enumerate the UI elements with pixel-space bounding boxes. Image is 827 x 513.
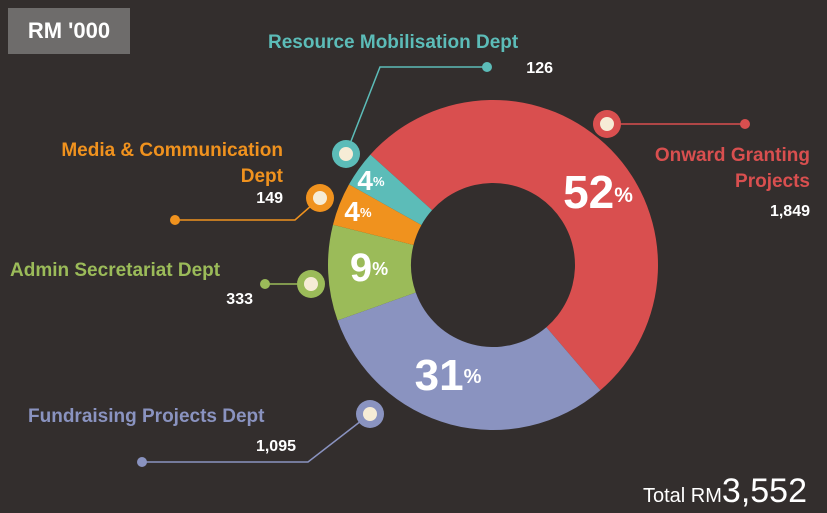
leader-dot (137, 457, 147, 467)
leader-line (142, 413, 371, 463)
donut-segment (332, 184, 422, 245)
leader-dot (170, 215, 180, 225)
value-label: 1,095 (255, 438, 296, 455)
donut-segment (327, 224, 416, 321)
percent-sign: % (464, 366, 482, 388)
leader-ring-center (313, 191, 327, 205)
donut-segment (349, 154, 433, 225)
percent-label: 4% (357, 165, 385, 196)
percent-number: 4 (344, 196, 360, 227)
percent-sign: % (360, 205, 372, 220)
leader-dot (482, 62, 492, 72)
category-label: Media & Communication Dept (61, 140, 283, 187)
subtitle: RM '000 (27, 18, 111, 43)
percent-number: 4 (357, 165, 373, 196)
percent-label: 9% (350, 246, 388, 290)
leader-line (175, 197, 321, 221)
percent-sign: % (372, 259, 388, 279)
value-label: 1,849 (769, 203, 810, 220)
percent-sign: % (373, 174, 385, 189)
percent-number: 52 (563, 166, 614, 218)
leader-ring-center (600, 117, 614, 131)
category-label: Admin Secretariat Dept (10, 260, 221, 281)
leader-ring-center (339, 147, 353, 161)
total-label: Total RM (643, 485, 722, 507)
total-value: 3,552 (721, 472, 807, 510)
leader-ring-center (304, 277, 318, 291)
subtitle-box: RM '000 (8, 8, 130, 54)
leader-line (345, 66, 487, 155)
value-label: 126 (526, 60, 553, 77)
percent-number: 9 (350, 246, 372, 290)
value-label: 149 (256, 190, 283, 207)
percent-label: 4% (344, 196, 372, 227)
percent-label: 52% (563, 166, 633, 218)
category-label: Onward Granting Projects (654, 145, 810, 192)
donut-segment (337, 292, 601, 430)
leader-ring-center (363, 407, 377, 421)
leader-dot (740, 119, 750, 129)
donut-segment (370, 99, 659, 391)
leader-dot (260, 279, 270, 289)
percent-number: 31 (415, 351, 464, 400)
value-label: 333 (226, 291, 253, 308)
total: Total RM3,552 (643, 472, 807, 511)
category-label: Resource Mobilisation Dept (268, 32, 519, 53)
percent-sign: % (614, 184, 633, 207)
percent-label: 31% (415, 351, 482, 400)
category-label: Fundraising Projects Dept (28, 406, 265, 427)
